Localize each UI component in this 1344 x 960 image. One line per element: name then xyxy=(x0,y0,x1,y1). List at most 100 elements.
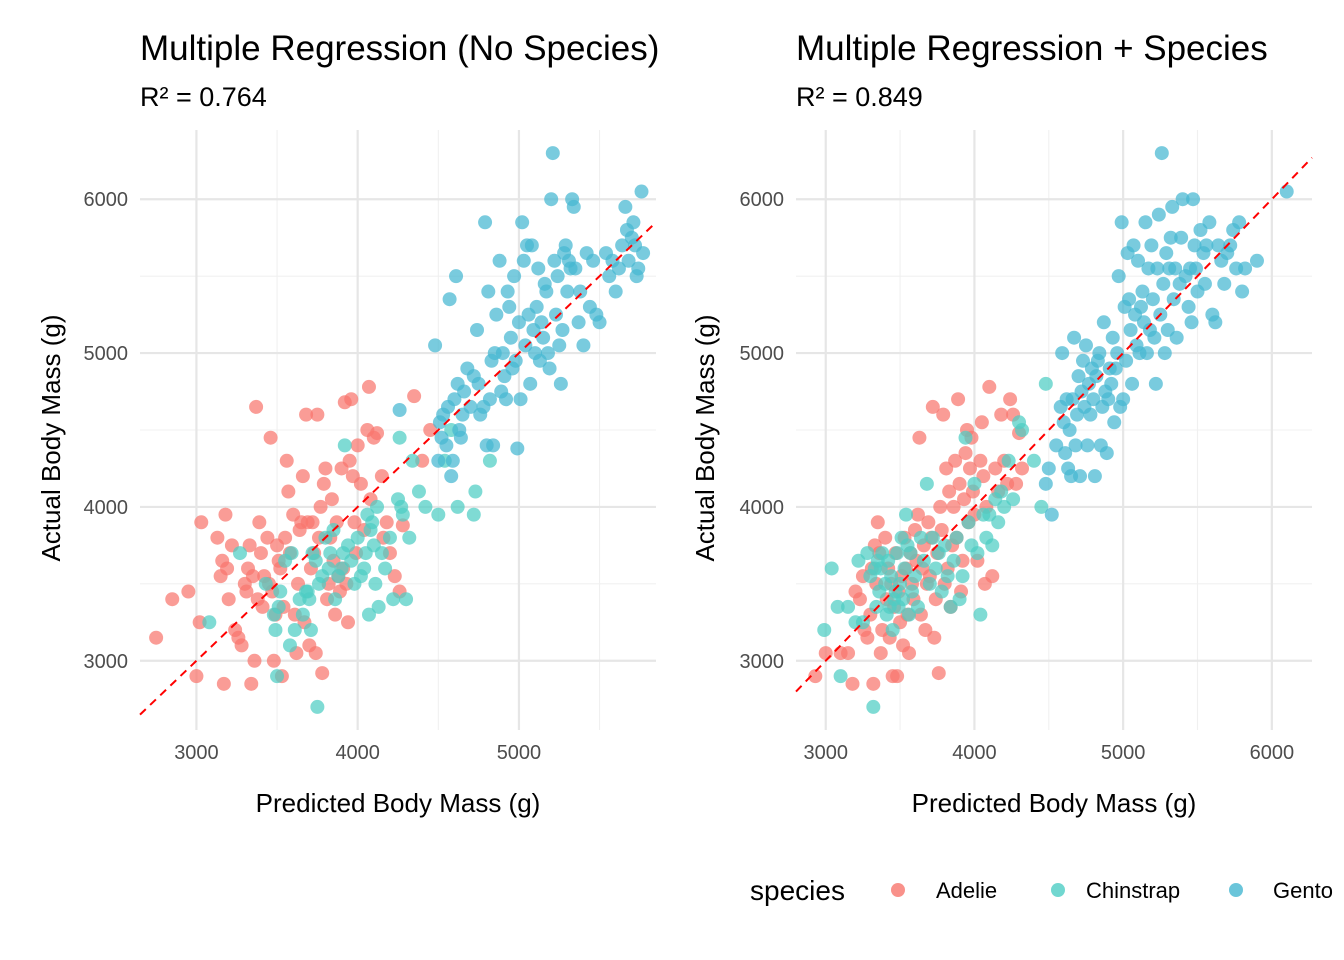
y-tick-label: 5000 xyxy=(84,343,129,365)
point-adelie xyxy=(278,530,293,545)
point-gento xyxy=(560,284,575,299)
point-gento xyxy=(1119,353,1134,368)
chart-subtitle: R² = 0.764 xyxy=(140,82,267,112)
point-adelie xyxy=(379,515,394,530)
point-gento xyxy=(571,315,586,330)
point-adelie xyxy=(347,515,362,530)
y-axis-title: Actual Body Mass (g) xyxy=(36,314,66,561)
point-chinstrap xyxy=(970,546,985,561)
point-chinstrap xyxy=(955,569,970,584)
point-gento xyxy=(1148,376,1163,391)
point-gento xyxy=(1181,299,1196,314)
point-chinstrap xyxy=(378,561,393,576)
point-adelie xyxy=(234,638,249,653)
point-chinstrap xyxy=(991,515,1006,530)
point-gento xyxy=(1139,346,1154,361)
point-gento xyxy=(552,338,567,353)
point-gento xyxy=(1208,315,1223,330)
point-gento xyxy=(524,238,539,253)
y-tick-label: 3000 xyxy=(84,651,129,673)
point-adelie xyxy=(910,507,925,522)
point-gento xyxy=(544,192,559,207)
point-gento xyxy=(1184,315,1199,330)
point-chinstrap xyxy=(890,546,905,561)
point-chinstrap xyxy=(323,546,338,561)
point-gento xyxy=(1068,438,1083,453)
point-gento xyxy=(1175,192,1190,207)
point-adelie xyxy=(350,438,365,453)
point-gento xyxy=(449,269,464,284)
point-chinstrap xyxy=(1006,492,1021,507)
y-tick-label: 3000 xyxy=(740,651,785,673)
point-gento xyxy=(470,323,485,337)
legend-key-chinstrap xyxy=(1051,883,1065,897)
point-adelie xyxy=(353,476,368,491)
point-chinstrap xyxy=(967,476,982,491)
point-chinstrap xyxy=(482,453,497,468)
point-gento xyxy=(510,441,525,456)
grid xyxy=(140,130,656,730)
point-adelie xyxy=(252,515,267,530)
point-gento xyxy=(492,253,507,268)
point-adelie xyxy=(253,546,268,561)
point-chinstrap xyxy=(350,530,365,545)
point-chinstrap xyxy=(392,430,407,445)
point-chinstrap xyxy=(302,592,317,607)
point-chinstrap xyxy=(897,561,912,576)
point-adelie xyxy=(255,599,270,614)
point-gento xyxy=(539,284,554,299)
x-axis-title: Predicted Body Mass (g) xyxy=(256,788,541,818)
identity-reference-line xyxy=(139,221,657,716)
point-adelie xyxy=(239,584,254,599)
point-chinstrap xyxy=(907,569,922,584)
x-tick-label: 6000 xyxy=(1250,742,1295,764)
y-tick-label: 4000 xyxy=(84,497,129,519)
point-gento xyxy=(1163,230,1178,245)
point-adelie xyxy=(210,530,225,545)
point-chinstrap xyxy=(937,538,952,553)
point-gento xyxy=(1186,192,1201,207)
point-adelie xyxy=(315,666,330,681)
point-adelie xyxy=(341,615,356,630)
point-adelie xyxy=(218,507,233,522)
point-gento xyxy=(486,438,501,453)
point-gento xyxy=(1078,338,1093,353)
point-adelie xyxy=(921,515,936,530)
point-chinstrap xyxy=(841,599,856,614)
point-gento xyxy=(1197,276,1212,291)
point-chinstrap xyxy=(284,546,299,561)
point-adelie xyxy=(407,389,422,404)
point-adelie xyxy=(931,666,946,681)
point-gento xyxy=(515,215,530,230)
point-adelie xyxy=(1009,476,1024,491)
point-gento xyxy=(442,292,457,307)
point-gento xyxy=(445,453,460,468)
point-gento xyxy=(1058,446,1073,461)
legend-title: species xyxy=(750,875,845,906)
point-gento xyxy=(1169,330,1184,345)
point-chinstrap xyxy=(368,576,383,591)
point-gento xyxy=(1055,346,1070,361)
point-gento xyxy=(1232,215,1247,230)
point-gento xyxy=(1131,253,1146,268)
point-gento xyxy=(478,215,493,230)
point-adelie xyxy=(149,630,164,645)
point-gento xyxy=(1038,476,1053,491)
point-chinstrap xyxy=(232,546,247,561)
point-gento xyxy=(1147,330,1162,345)
point-chinstrap xyxy=(958,430,973,445)
point-gento xyxy=(482,392,497,407)
point-gento xyxy=(1101,392,1116,407)
point-chinstrap xyxy=(382,530,397,545)
point-gento xyxy=(1107,415,1122,430)
chart-title: Multiple Regression + Species xyxy=(796,29,1268,68)
point-adelie xyxy=(845,676,860,691)
point-gento xyxy=(1279,184,1294,199)
point-chinstrap xyxy=(869,599,884,614)
tick-labels: 3000 4000 5000 3000 4000 5000 6000 xyxy=(84,189,542,764)
point-chinstrap xyxy=(202,615,217,630)
point-gento xyxy=(1105,330,1120,345)
point-gento xyxy=(636,246,651,261)
point-adelie xyxy=(281,484,296,499)
point-adelie xyxy=(313,499,328,514)
